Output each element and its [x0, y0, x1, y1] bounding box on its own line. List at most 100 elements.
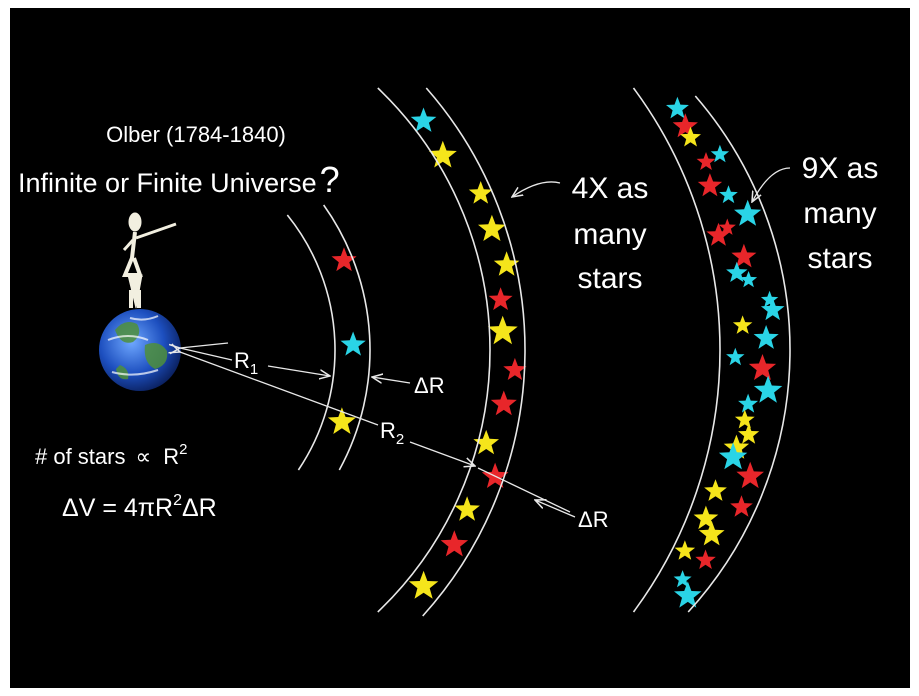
r1-sub: 1: [250, 361, 258, 378]
star: [673, 570, 692, 588]
star: [695, 549, 716, 569]
star: [696, 152, 716, 170]
star: [488, 287, 513, 310]
star: [490, 390, 517, 416]
pointer: [267, 365, 330, 376]
star: [468, 181, 493, 204]
shell-label: 9X as many stars: [802, 152, 879, 275]
shell-label-line: 4X as: [572, 172, 649, 205]
star: [760, 297, 785, 321]
star: [454, 496, 480, 521]
stick-figure: [122, 212, 177, 309]
volume-lhs: ΔV = 4πR: [62, 494, 173, 522]
count-sup: 2: [179, 441, 187, 458]
star: [732, 315, 753, 334]
pointer: [179, 347, 233, 361]
r2-sub: 2: [396, 431, 404, 448]
question: Infinite or Finite Universe?: [18, 159, 340, 200]
star: [740, 271, 758, 288]
volume-formula: ΔV = 4πR2ΔR: [62, 492, 217, 522]
star: [473, 429, 499, 455]
pointer: [512, 181, 561, 197]
star: [478, 214, 506, 241]
shell-arc: [286, 214, 336, 471]
count-formula: # of stars ∝ R2: [35, 441, 187, 469]
r1-label: R1: [234, 348, 258, 378]
star: [340, 331, 366, 356]
star: [760, 290, 779, 308]
star: [680, 126, 701, 147]
shell-arc: [687, 95, 791, 613]
star: [710, 144, 730, 163]
star: [331, 247, 357, 272]
star: [723, 434, 750, 459]
star: [698, 520, 725, 546]
star: [672, 113, 698, 138]
r2-label: R2: [380, 418, 404, 448]
title: Olber (1784-1840): [106, 122, 286, 147]
star: [487, 315, 518, 345]
star: [440, 530, 469, 557]
shell-label-line: many: [803, 197, 876, 230]
shell-label-line: stars: [807, 242, 872, 275]
pointer: [535, 500, 576, 518]
star: [731, 243, 757, 268]
star: [726, 261, 748, 282]
question-mark: ?: [320, 159, 340, 200]
shell-arc: [323, 204, 371, 471]
star: [428, 140, 457, 168]
star: [674, 540, 696, 560]
shell-label-line: stars: [577, 262, 642, 295]
star: [734, 409, 755, 429]
r2-base: R: [380, 418, 396, 443]
shell-arc: [422, 87, 526, 617]
star: [408, 570, 439, 599]
star: [493, 251, 520, 276]
count-base: R: [163, 444, 179, 469]
question-text: Infinite or Finite Universe: [18, 168, 317, 198]
star: [327, 407, 356, 434]
star: [718, 442, 748, 470]
star: [481, 462, 509, 488]
star: [503, 357, 527, 380]
volume-sup: 2: [173, 492, 182, 509]
pointer: [477, 467, 571, 513]
r1-base: R: [234, 348, 250, 373]
shell-label-line: many: [573, 218, 646, 251]
pointer: [372, 377, 411, 383]
earth: [99, 309, 181, 391]
volume-rhs: ΔR: [182, 494, 217, 522]
shell-label-line: 9X as: [802, 152, 879, 185]
star: [410, 107, 437, 132]
star: [719, 185, 738, 204]
dr1-label: ΔR: [414, 373, 445, 398]
star: [726, 347, 745, 366]
star: [753, 375, 783, 403]
pointer: [180, 342, 229, 348]
star: [748, 354, 777, 380]
pointer: [409, 441, 475, 466]
star: [753, 325, 779, 349]
star: [730, 495, 753, 517]
shell-arc: [632, 87, 721, 613]
dr2-label: ΔR: [578, 507, 609, 532]
count-text: # of stars: [35, 444, 125, 469]
star: [738, 423, 760, 444]
star: [693, 505, 719, 530]
shell-arc: [377, 87, 491, 613]
shells: [286, 87, 791, 617]
star: [697, 173, 723, 197]
star: [738, 393, 759, 413]
star: [736, 461, 764, 489]
star: [718, 218, 736, 235]
shell-label: 4X as many stars: [572, 172, 649, 295]
star: [666, 96, 689, 119]
star: [706, 222, 731, 246]
star: [704, 479, 727, 501]
pointer: [752, 167, 791, 202]
pointer: [180, 352, 379, 426]
star: [674, 581, 702, 608]
stars: [327, 96, 785, 608]
count-rel: ∝: [135, 444, 151, 469]
